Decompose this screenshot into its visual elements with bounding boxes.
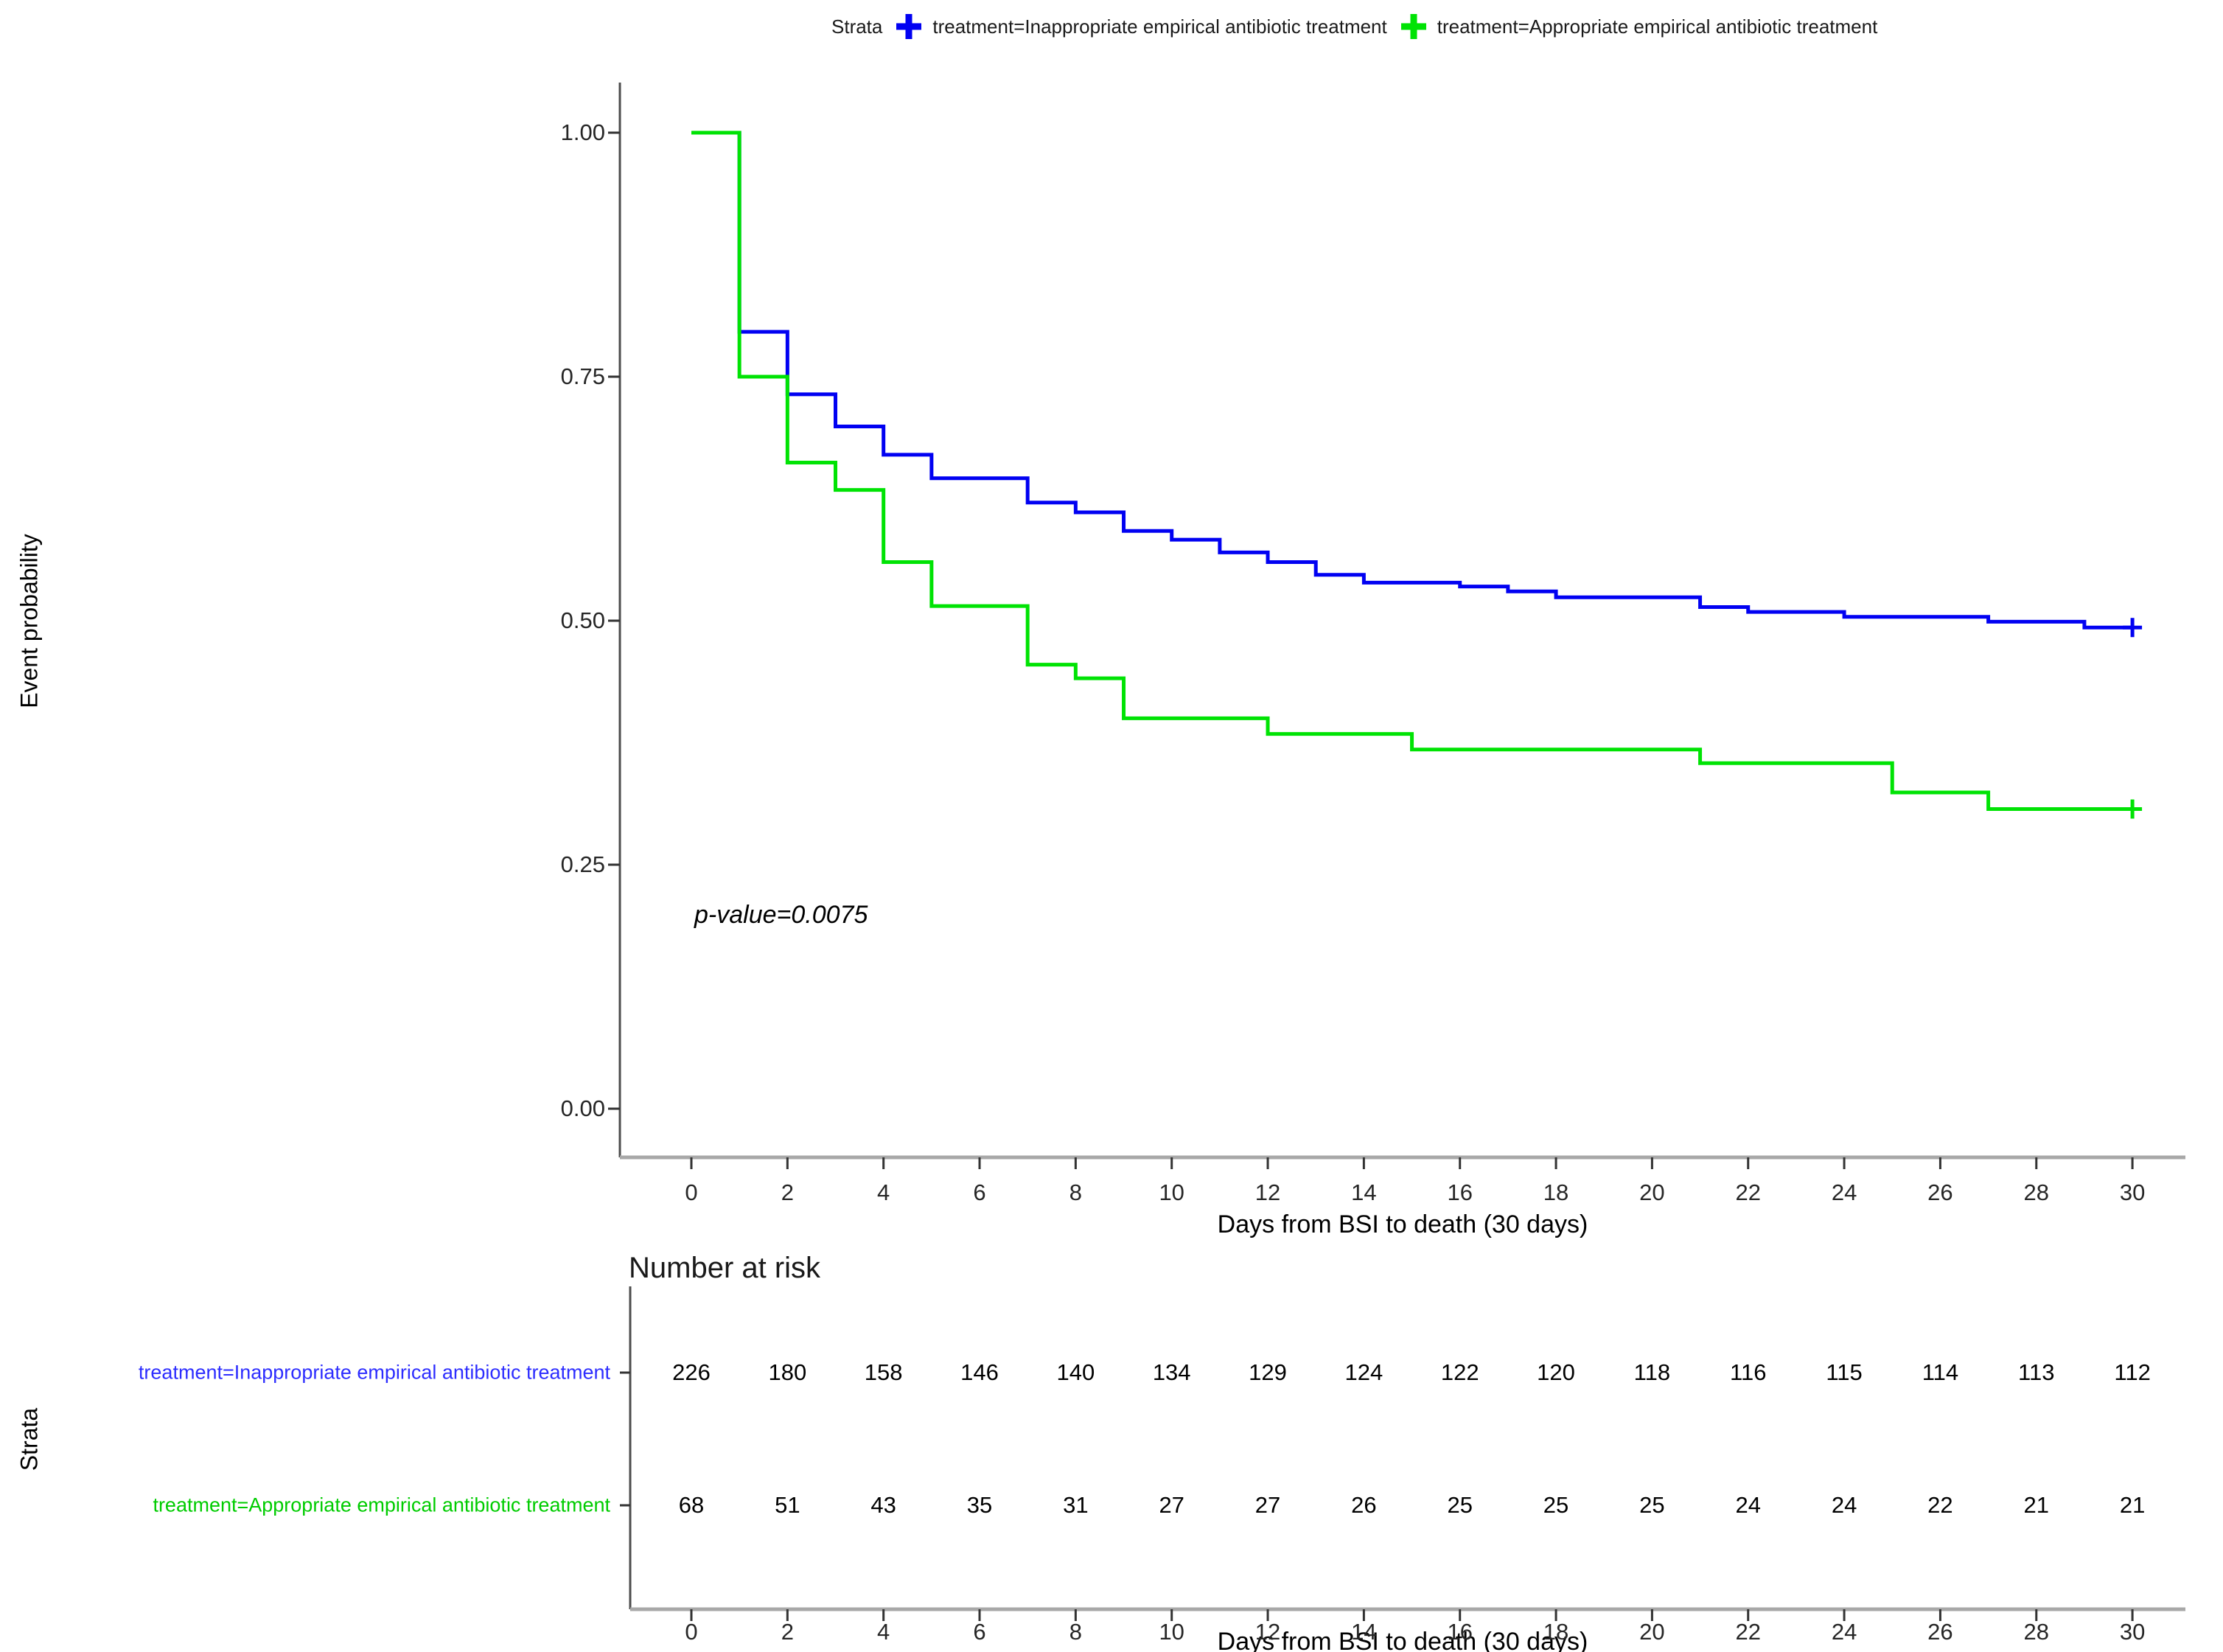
- y-tick-label: 1.00: [560, 119, 605, 145]
- censor-plus-mark: [2123, 618, 2143, 638]
- risk-table-y-axis-title: Strata: [15, 1407, 43, 1471]
- risk-count: 134: [1152, 1359, 1191, 1385]
- risk-count: 21: [2023, 1492, 2049, 1518]
- legend-item-inappropriate: treatment=Inappropriate empirical antibi…: [893, 10, 1387, 43]
- risk-count: 25: [1639, 1492, 1665, 1518]
- survival-curve-appropriate: [691, 130, 2133, 812]
- x-tick-label: 16: [1447, 1179, 1473, 1205]
- x-tick-label: 28: [2023, 1179, 2049, 1205]
- y-axis-title: Event probability: [15, 534, 43, 708]
- x-tick-label: 30: [2119, 1179, 2146, 1205]
- risk-count: 43: [870, 1492, 896, 1518]
- risk-count: 26: [1351, 1492, 1377, 1518]
- risk-count: 158: [864, 1359, 903, 1385]
- risk-count: 68: [678, 1492, 705, 1518]
- survival-curve-inappropriate: [691, 130, 2133, 630]
- risk-count: 25: [1543, 1492, 1569, 1518]
- censor-plus-mark: [2123, 799, 2143, 819]
- legend-label: treatment=Inappropriate empirical antibi…: [932, 15, 1387, 38]
- x-tick-label: 2: [781, 1179, 794, 1205]
- risk-count: 120: [1537, 1359, 1575, 1385]
- legend-item-appropriate: treatment=Appropriate empirical antibiot…: [1397, 10, 1878, 43]
- plus-key-icon-green: [1400, 14, 1426, 39]
- y-tick-label: 0.00: [560, 1095, 605, 1121]
- risk-count: 180: [768, 1359, 807, 1385]
- y-tick-label: 0.50: [560, 607, 605, 633]
- risk-table-x-axis-title: Days from BSI to death (30 days): [1217, 1628, 1588, 1652]
- risk-row-label-inappropriate: treatment=Inappropriate empirical antibi…: [138, 1361, 610, 1384]
- x-tick-label: 4: [877, 1179, 890, 1205]
- legend-label: treatment=Appropriate empirical antibiot…: [1437, 15, 1878, 38]
- risk-count: 146: [960, 1359, 999, 1385]
- x-tick-label: 14: [1351, 1179, 1377, 1205]
- x-tick-label: 20: [1639, 1179, 1665, 1205]
- risk-count: 226: [672, 1359, 711, 1385]
- risk-count: 140: [1056, 1359, 1095, 1385]
- risk-x-tick-label: 4: [877, 1619, 890, 1645]
- x-tick-label: 8: [1069, 1179, 1082, 1205]
- legend: Strata treatment=Inappropriate empirical…: [831, 10, 1877, 43]
- x-tick-label: 10: [1159, 1179, 1184, 1205]
- risk-count: 21: [2119, 1492, 2146, 1518]
- risk-x-tick-label: 16: [1447, 1619, 1473, 1645]
- risk-count: 124: [1344, 1359, 1383, 1385]
- x-tick-label: 0: [685, 1179, 698, 1205]
- risk-count: 24: [1735, 1492, 1761, 1518]
- plus-key-icon-blue: [896, 14, 922, 39]
- risk-count: 24: [1831, 1492, 1857, 1518]
- y-tick-label: 0.75: [560, 363, 605, 389]
- risk-count: 116: [1730, 1359, 1767, 1385]
- risk-count: 118: [1633, 1359, 1671, 1385]
- risk-x-tick-label: 2: [781, 1619, 794, 1645]
- risk-count: 115: [1826, 1359, 1863, 1385]
- risk-x-tick-label: 24: [1831, 1619, 1857, 1645]
- risk-x-tick-label: 12: [1254, 1619, 1281, 1645]
- risk-count: 35: [966, 1492, 993, 1518]
- risk-x-tick-label: 14: [1351, 1619, 1377, 1645]
- p-value-annotation: p-value=0.0075: [694, 901, 868, 929]
- x-axis-title: Days from BSI to death (30 days): [1217, 1210, 1588, 1238]
- risk-count: 112: [2114, 1359, 2151, 1385]
- x-tick-label: 24: [1831, 1179, 1857, 1205]
- risk-x-tick-label: 18: [1543, 1619, 1569, 1645]
- risk-x-tick-label: 10: [1159, 1619, 1184, 1645]
- risk-x-tick-label: 8: [1069, 1619, 1082, 1645]
- risk-count: 25: [1447, 1492, 1473, 1518]
- x-tick-label: 18: [1543, 1179, 1569, 1205]
- x-tick-label: 26: [1927, 1179, 1953, 1205]
- legend-title: Strata: [831, 15, 883, 38]
- risk-count: 22: [1927, 1492, 1953, 1518]
- risk-x-tick-label: 0: [685, 1619, 698, 1645]
- x-tick-label: 22: [1735, 1179, 1761, 1205]
- risk-x-tick-label: 6: [973, 1619, 986, 1645]
- risk-count: 31: [1063, 1492, 1089, 1518]
- x-tick-label: 6: [973, 1179, 986, 1205]
- risk-count: 114: [1922, 1359, 1959, 1385]
- risk-x-tick-label: 26: [1927, 1619, 1953, 1645]
- number-at-risk-title: Number at risk: [629, 1252, 821, 1284]
- y-tick-label: 0.25: [560, 851, 605, 877]
- risk-count: 27: [1254, 1492, 1281, 1518]
- risk-count: 27: [1159, 1492, 1184, 1518]
- risk-count: 122: [1440, 1359, 1479, 1385]
- risk-row-label-appropriate: treatment=Appropriate empirical antibiot…: [153, 1494, 610, 1516]
- risk-count: 129: [1249, 1359, 1287, 1385]
- risk-x-tick-label: 22: [1735, 1619, 1761, 1645]
- x-tick-label: 12: [1254, 1179, 1281, 1205]
- risk-count: 113: [2018, 1359, 2055, 1385]
- risk-x-tick-label: 20: [1639, 1619, 1665, 1645]
- risk-count: 51: [775, 1492, 800, 1518]
- risk-x-tick-label: 30: [2119, 1619, 2146, 1645]
- risk-x-tick-label: 28: [2023, 1619, 2049, 1645]
